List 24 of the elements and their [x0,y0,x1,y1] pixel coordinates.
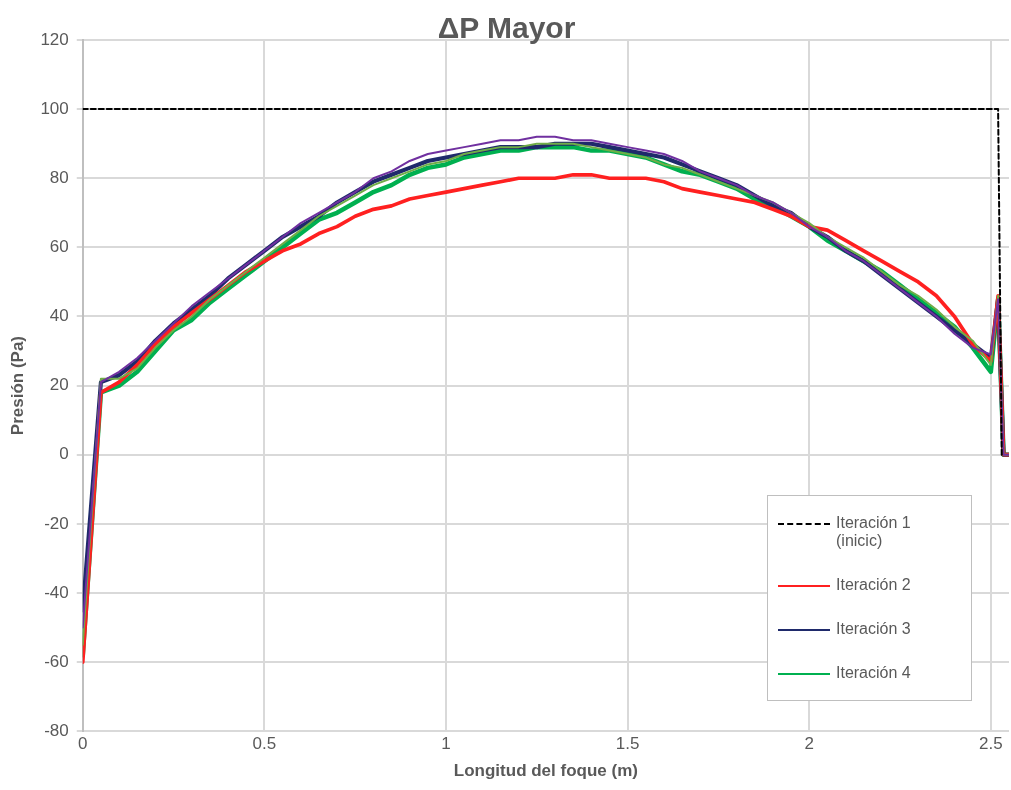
x-tick-label: 2 [804,734,814,754]
x-axis-title: Longitud del foque (m) [453,761,638,781]
x-tick-label: 0.5 [252,734,277,754]
y-tick-label: 20 [49,375,69,395]
y-tick-label: 100 [40,98,69,118]
legend-label: Iteración 3 [836,620,911,639]
legend-label: Iteración 4 [836,664,911,683]
y-tick-label: 80 [49,167,69,187]
chart-title: ΔP Mayor [437,11,576,45]
y-tick-label: -20 [44,513,69,533]
legend-label: Iteración 2 [836,576,911,595]
y-axis-title: Presión (Pa) [7,336,27,436]
y-tick-label: -40 [44,582,69,602]
y-tick-label: 60 [49,237,69,257]
x-tick-label: 2.5 [979,734,1003,754]
x-tick-label: 1.5 [615,734,640,754]
y-tick-label: 0 [59,444,69,464]
x-tick-label: 1 [441,734,451,754]
legend-label: Iteración 1 (inicic) [836,514,912,551]
y-tick-label: -80 [44,720,69,740]
y-tick-label: 40 [49,306,69,326]
x-tick-label: 0 [78,734,88,754]
y-tick-label: -60 [44,651,69,671]
y-tick-label: 120 [40,29,69,49]
